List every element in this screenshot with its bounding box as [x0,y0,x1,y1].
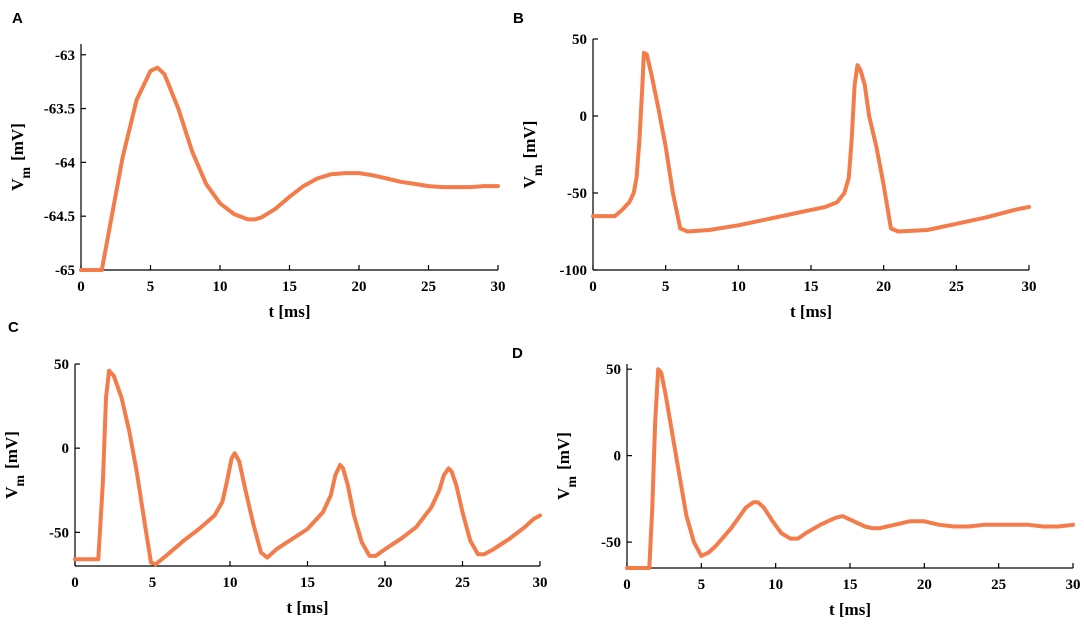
y-tick-label: 0 [614,449,622,465]
y-axis-label-subscript: m [19,167,34,179]
y-tick-label: 50 [572,32,587,48]
x-tick-label: 0 [77,279,85,295]
x-tick-label: 25 [421,279,436,295]
x-tick-label: 15 [300,575,315,591]
x-tick-label: 30 [533,575,548,591]
panel-d: D 0 5 10 15 20 25 30 -50 0 50 t [ms] Vm [mV] [512,345,1081,619]
x-tick-label: 5 [149,575,157,591]
x-tick-label: 25 [991,577,1006,593]
y-tick-label: -64 [55,155,75,171]
panel-c: C 0 5 10 15 20 25 30 -50 0 50 t [ms] Vm [mV] [2,319,548,617]
x-tick-label: 5 [147,279,155,295]
y-axis-label-subscript: m [13,475,28,487]
y-axis-label-main: V [8,178,27,191]
panel-letter: A [12,10,23,27]
x-tick-label: 30 [1022,279,1037,295]
x-tick-label: 25 [949,279,964,295]
x-tick-label: 30 [1066,577,1081,593]
x-tick-label: 10 [213,279,228,295]
x-tick-label: 0 [623,577,631,593]
x-tick-label: 0 [589,279,597,295]
y-tick-label: -50 [601,535,621,551]
panel-letter: D [512,345,523,362]
x-tick-label: 10 [223,575,238,591]
y-tick-label: 50 [606,362,621,378]
membrane-potential-trace [73,368,542,567]
x-axis-label: t [ms] [790,302,832,321]
x-tick-label: 5 [662,279,670,295]
y-axis-label: Vm [mV] [2,431,28,499]
x-axis-label: t [ms] [829,600,871,619]
x-tick-label: 10 [731,279,746,295]
y-axis-label-subscript: m [531,164,546,176]
x-tick-label: 15 [843,577,858,593]
x-tick-label: 0 [71,575,79,591]
y-tick-label: -50 [567,186,587,202]
x-tick-label: 30 [491,279,506,295]
y-axis-label-main: V [554,487,573,500]
y-tick-label: -100 [560,263,588,279]
y-axis-label: Vm [mV] [554,432,580,500]
y-tick-label: 0 [62,441,70,457]
membrane-potential-trace [625,367,1075,570]
y-tick-label: -64.5 [44,209,75,225]
y-tick-label: 0 [580,109,588,125]
y-axis-label-unit: [mV] [554,432,573,470]
y-tick-label: 50 [54,357,69,373]
x-axis-label: t [ms] [286,598,328,617]
x-tick-label: 20 [352,279,367,295]
x-tick-label: 25 [455,575,470,591]
y-axis-label-unit: [mV] [520,121,539,159]
y-tick-label: -63.5 [44,102,75,118]
y-axis-label-subscript: m [565,476,580,488]
panel-letter: B [513,10,524,27]
panel-b: B 0 5 10 15 20 25 30 -100 -50 0 50 t [ms] Vm [mV] [513,10,1037,321]
x-tick-label: 15 [282,279,297,295]
y-axis-label-unit: [mV] [8,123,27,161]
x-tick-label: 20 [378,575,393,591]
y-axis-label-main: V [2,486,21,499]
y-axis-label: Vm [mV] [520,121,546,189]
y-axis-label-unit: [mV] [2,431,21,469]
x-tick-label: 15 [804,279,819,295]
x-tick-label: 20 [917,577,932,593]
y-axis-label-main: V [520,175,539,188]
x-tick-label: 20 [876,279,891,295]
x-tick-label: 10 [768,577,783,593]
panel-letter: C [8,319,19,336]
x-tick-label: 5 [698,577,706,593]
panel-a: A 0 5 10 15 20 25 30 -65 -64.5 -64 -63.5 -63 t [ms] Vm… [8,10,506,321]
y-tick-label: -65 [55,263,75,279]
y-tick-label: -50 [49,525,69,541]
y-tick-label: -63 [55,48,75,64]
y-axis-label: Vm [mV] [8,123,34,191]
x-axis-label: t [ms] [268,302,310,321]
membrane-potential-trace [591,50,1031,234]
membrane-potential-trace [79,65,500,272]
